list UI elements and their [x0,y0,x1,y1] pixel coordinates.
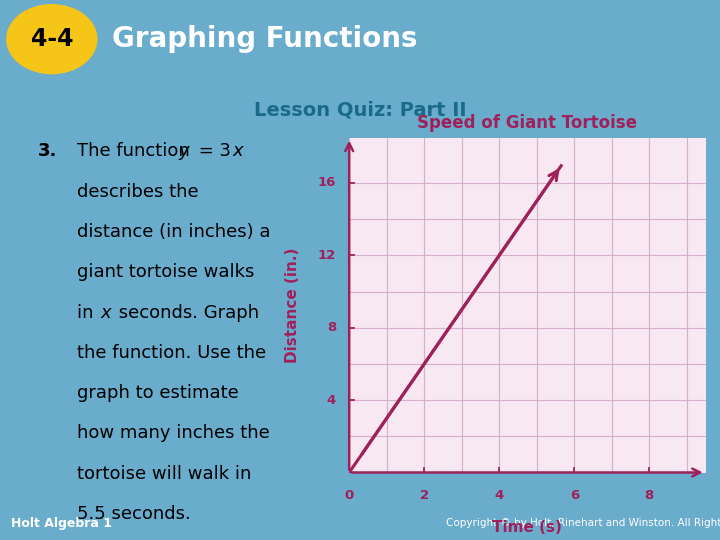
Text: seconds. Graph: seconds. Graph [113,303,259,321]
Text: 5.5 seconds.: 5.5 seconds. [76,505,190,523]
Text: Graphing Functions: Graphing Functions [112,25,417,53]
Text: Copyright © by Holt, Rinehart and Winston. All Rights Reserved.: Copyright © by Holt, Rinehart and Winsto… [446,518,720,528]
Text: = 3: = 3 [194,143,231,160]
Ellipse shape [6,5,96,73]
Title: Speed of Giant Tortoise: Speed of Giant Tortoise [418,114,637,132]
Text: 8: 8 [644,489,654,502]
Text: 0: 0 [345,489,354,502]
Text: 4-4: 4-4 [30,27,73,51]
Text: Holt Algebra 1: Holt Algebra 1 [11,517,112,530]
Text: tortoise will walk in: tortoise will walk in [76,464,251,483]
Text: giant tortoise walks: giant tortoise walks [76,264,254,281]
Text: 4: 4 [495,489,504,502]
Text: 4: 4 [327,394,336,407]
Text: x: x [100,303,111,321]
Text: Distance (in.): Distance (in.) [285,247,300,363]
Text: 12: 12 [318,249,336,262]
Text: 6: 6 [570,489,579,502]
Text: y: y [178,143,189,160]
Text: x: x [233,143,243,160]
Text: The function: The function [76,143,195,160]
Text: 16: 16 [318,177,336,190]
Text: Lesson Quiz: Part II: Lesson Quiz: Part II [253,100,467,119]
Text: distance (in inches) a: distance (in inches) a [76,223,270,241]
Text: 8: 8 [327,321,336,334]
Text: how many inches the: how many inches the [76,424,269,442]
Text: in: in [76,303,99,321]
Text: About 16.5 in.: About 16.5 in. [355,455,533,475]
Text: graph to estimate: graph to estimate [76,384,238,402]
Text: 3.: 3. [38,143,58,160]
Text: Time (s): Time (s) [492,519,562,535]
Text: describes the: describes the [76,183,198,201]
Text: the function. Use the: the function. Use the [76,344,266,362]
Text: 2: 2 [420,489,429,502]
